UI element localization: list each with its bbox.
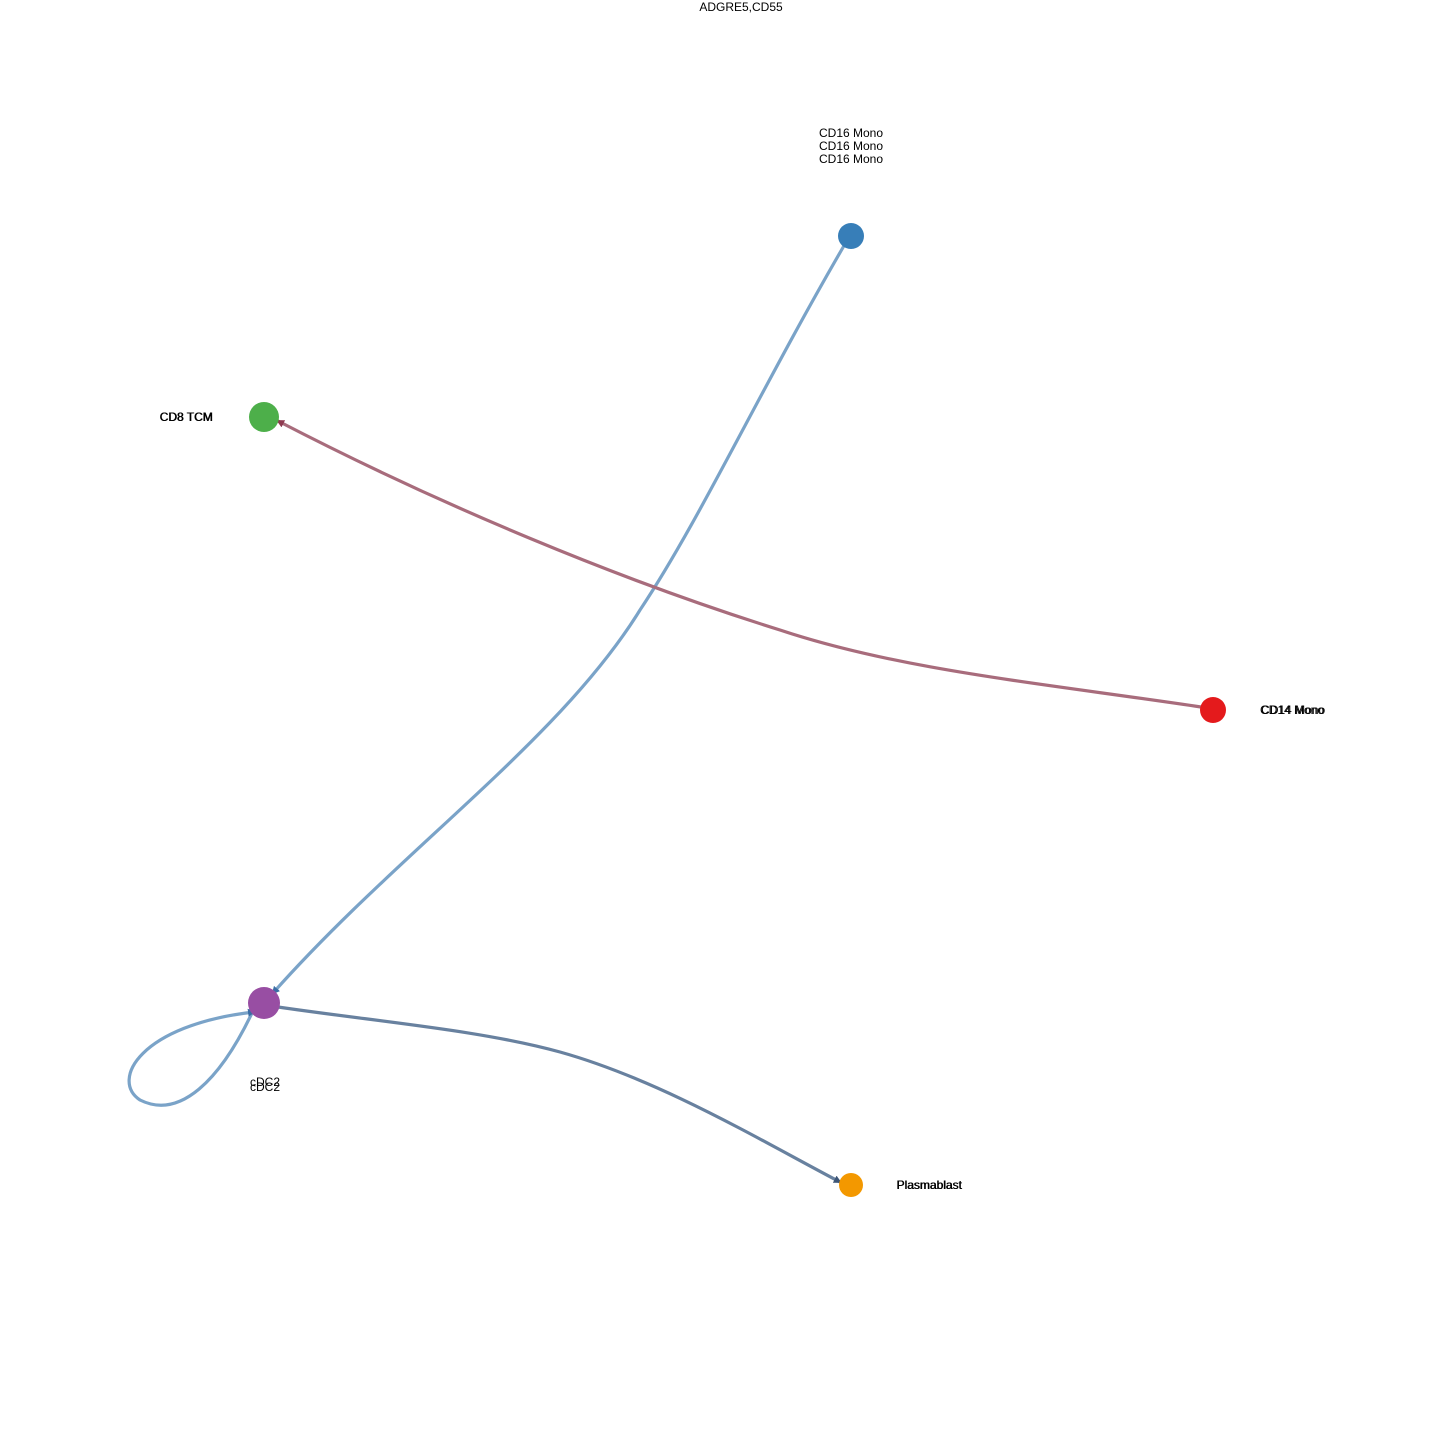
edge-cd14-to-cd8tcm xyxy=(276,419,1203,709)
node-plasmablast[interactable] xyxy=(839,1173,863,1197)
node-cdc2[interactable] xyxy=(248,987,280,1019)
label-cd8-tcm: CD8 TCM xyxy=(159,410,212,424)
node-cd14-mono[interactable] xyxy=(1200,697,1226,723)
label-cdc2: cDC2 xyxy=(250,1075,280,1089)
edge-cdc2-to-plasmablast xyxy=(276,1005,842,1184)
diagram-title: ADGRE5,CD55 xyxy=(699,0,783,14)
label-cd8-tcm: CD8 TCM xyxy=(160,410,213,424)
label-cdc2: cDC2 xyxy=(250,1080,280,1094)
node-cd16-mono[interactable] xyxy=(838,223,864,249)
label-cd16-mono: CD16 Mono xyxy=(819,139,883,153)
label-cd16-mono: CD16 Mono xyxy=(819,152,883,166)
label-plasmablast: Plasmablast xyxy=(896,1178,962,1192)
label-cd14-mono: CD14 Mono xyxy=(1261,703,1325,717)
label-cd14-mono: CD14 Mono xyxy=(1260,703,1324,717)
edge-cd16-to-cdc2 xyxy=(271,242,847,995)
label-cd16-mono: CD16 Mono xyxy=(819,126,883,140)
label-plasmablast: Plasmablast xyxy=(897,1178,963,1192)
node-cd8-tcm[interactable] xyxy=(249,402,279,432)
edge-cdc2-self-loop xyxy=(127,1008,256,1107)
